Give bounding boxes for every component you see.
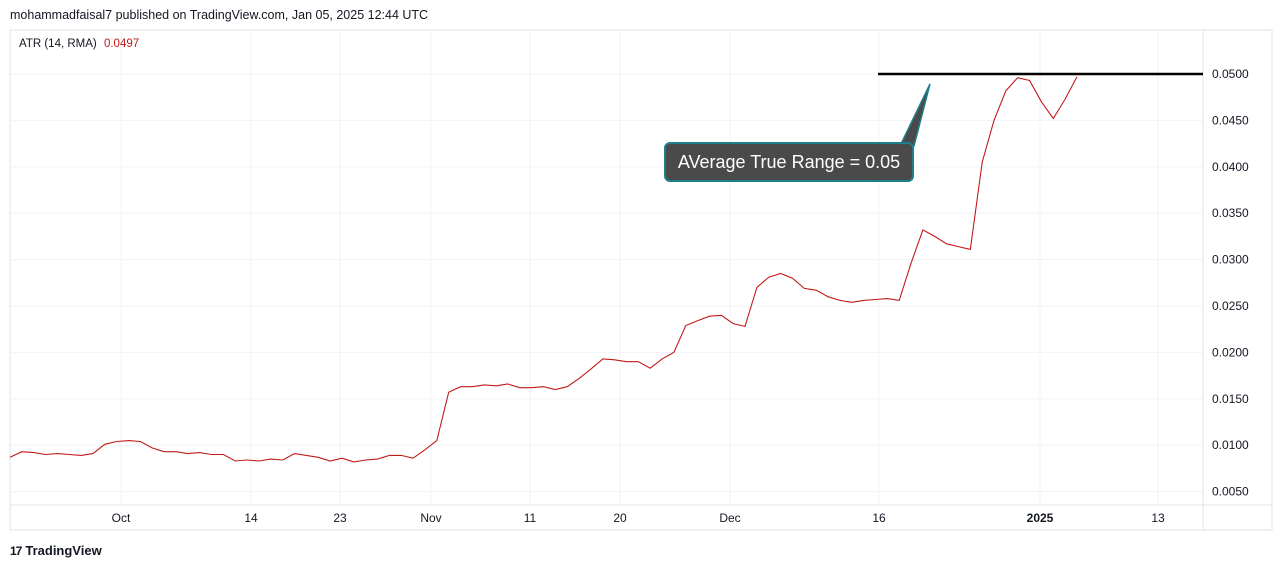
annotation-callout[interactable]: AVerage True Range = 0.05 [664, 142, 914, 182]
x-tick-label: Nov [420, 511, 441, 525]
indicator-legend[interactable]: ATR (14, RMA) 0.0497 [19, 38, 139, 50]
x-tick-label: 13 [1151, 511, 1165, 525]
tradingview-mark-icon: 17 [10, 543, 22, 558]
tradingview-brand: TradingView [25, 543, 102, 558]
plot-border [9, 29, 1273, 531]
y-tick-label: 0.0150 [1212, 392, 1249, 406]
indicator-name: ATR (14, RMA) [19, 38, 97, 50]
y-tick-label: 0.0250 [1212, 299, 1249, 313]
y-tick-label: 0.0400 [1212, 160, 1249, 174]
pointer-shape [898, 83, 931, 147]
y-tick-label: 0.0500 [1212, 67, 1249, 81]
callout-pointer [898, 83, 931, 147]
x-tick-label: 16 [872, 511, 886, 525]
x-axis: Oct 14 23 Nov 11 20 Dec 16 2025 13 [112, 511, 1165, 525]
x-tick-label: 11 [524, 511, 537, 525]
y-tick-label: 0.0300 [1212, 253, 1249, 267]
y-tick-label: 0.0450 [1212, 113, 1249, 127]
y-tick-label: 0.0050 [1212, 485, 1249, 499]
chart-frame [9, 29, 1273, 531]
x-tick-label: Dec [719, 511, 740, 525]
y-axis: 0.0050 0.0100 0.0150 0.0200 0.0250 0.0300 0.03… [1212, 67, 1249, 499]
x-tick-label: Oct [112, 511, 131, 525]
indicator-value: 0.0497 [103, 38, 140, 50]
grid-lines [10, 30, 1203, 505]
x-tick-label: 2025 [1027, 511, 1054, 525]
y-tick-label: 0.0100 [1212, 438, 1249, 452]
x-tick-label: 23 [333, 511, 347, 525]
atr-line [9, 76, 1078, 463]
x-tick-label: 14 [244, 511, 258, 525]
atr-series [9, 76, 1078, 463]
tradingview-logo[interactable]: 17 TradingView [10, 543, 102, 558]
y-tick-label: 0.0200 [1212, 345, 1249, 359]
annotation-text: AVerage True Range = 0.05 [677, 151, 901, 172]
x-tick-label: 20 [613, 511, 627, 525]
publisher-note: mohammadfaisal7 published on TradingView… [10, 8, 429, 22]
y-tick-label: 0.0350 [1212, 206, 1249, 220]
